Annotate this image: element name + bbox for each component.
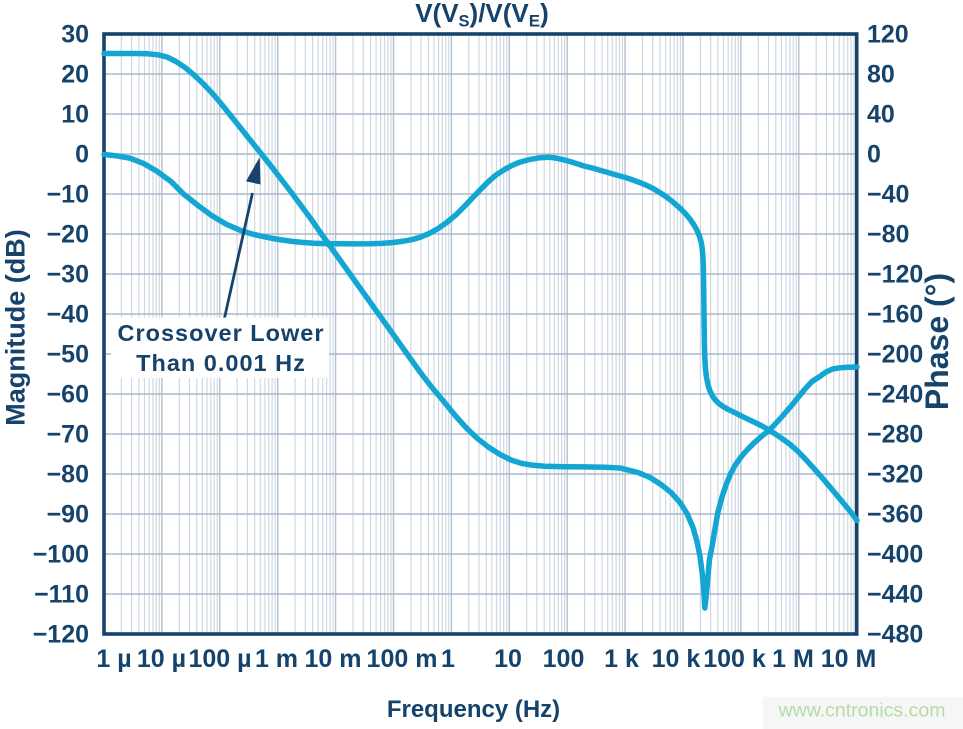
- svg-text:10 m: 10 m: [305, 645, 362, 673]
- svg-text:−280: −280: [867, 421, 923, 449]
- svg-text:10 µ: 10 µ: [137, 645, 186, 673]
- svg-text:100: 100: [543, 645, 585, 673]
- svg-text:Crossover Lower: Crossover Lower: [118, 320, 325, 346]
- svg-text:−360: −360: [867, 501, 923, 529]
- svg-text:0: 0: [75, 141, 89, 169]
- svg-text:0: 0: [867, 141, 881, 169]
- svg-text:100 k: 100 k: [703, 645, 766, 673]
- svg-text:−80: −80: [867, 221, 909, 249]
- svg-text:www.cntronics.com: www.cntronics.com: [778, 700, 946, 722]
- svg-text:−110: −110: [34, 581, 89, 609]
- svg-text:1 µ: 1 µ: [96, 645, 131, 673]
- svg-text:−20: −20: [47, 221, 89, 249]
- svg-text:−100: −100: [33, 541, 89, 569]
- svg-text:−400: −400: [867, 541, 923, 569]
- svg-text:120: 120: [867, 21, 909, 49]
- svg-text:−70: −70: [47, 421, 89, 449]
- svg-text:Phase (°): Phase (°): [919, 273, 955, 410]
- svg-text:Magnitude (dB): Magnitude (dB): [1, 229, 31, 425]
- svg-text:20: 20: [61, 61, 89, 89]
- svg-text:30: 30: [61, 21, 89, 49]
- svg-text:V(VS)/V(VE): V(VS)/V(VE): [415, 0, 549, 31]
- svg-text:40: 40: [867, 101, 895, 129]
- svg-text:−60: −60: [47, 381, 89, 409]
- svg-text:1 M: 1 M: [772, 645, 814, 673]
- svg-text:−40: −40: [867, 181, 909, 209]
- svg-text:Frequency (Hz): Frequency (Hz): [387, 696, 560, 723]
- svg-text:100 µ: 100 µ: [188, 645, 251, 673]
- svg-text:10: 10: [61, 101, 89, 129]
- svg-text:10 k: 10 k: [652, 645, 701, 673]
- svg-text:10: 10: [494, 645, 522, 673]
- svg-text:−40: −40: [47, 301, 89, 329]
- svg-text:−120: −120: [33, 621, 89, 649]
- svg-text:−200: −200: [867, 341, 923, 369]
- svg-text:100 m: 100 m: [367, 645, 438, 673]
- svg-text:−320: −320: [867, 461, 923, 489]
- svg-text:1: 1: [441, 645, 455, 673]
- svg-text:80: 80: [867, 61, 895, 89]
- svg-text:−30: −30: [47, 261, 89, 289]
- svg-text:−90: −90: [47, 501, 89, 529]
- svg-text:−80: −80: [47, 461, 89, 489]
- svg-text:1 k: 1 k: [604, 645, 639, 673]
- svg-text:−120: −120: [867, 261, 923, 289]
- svg-text:Than 0.001 Hz: Than 0.001 Hz: [136, 350, 306, 376]
- svg-text:10 M: 10 M: [821, 645, 877, 673]
- svg-text:−240: −240: [867, 381, 923, 409]
- svg-text:−160: −160: [867, 301, 923, 329]
- svg-text:−480: −480: [867, 621, 923, 649]
- svg-text:−10: −10: [47, 181, 89, 209]
- svg-text:1 m: 1 m: [255, 645, 298, 673]
- svg-text:−440: −440: [867, 581, 923, 609]
- svg-text:−50: −50: [47, 341, 89, 369]
